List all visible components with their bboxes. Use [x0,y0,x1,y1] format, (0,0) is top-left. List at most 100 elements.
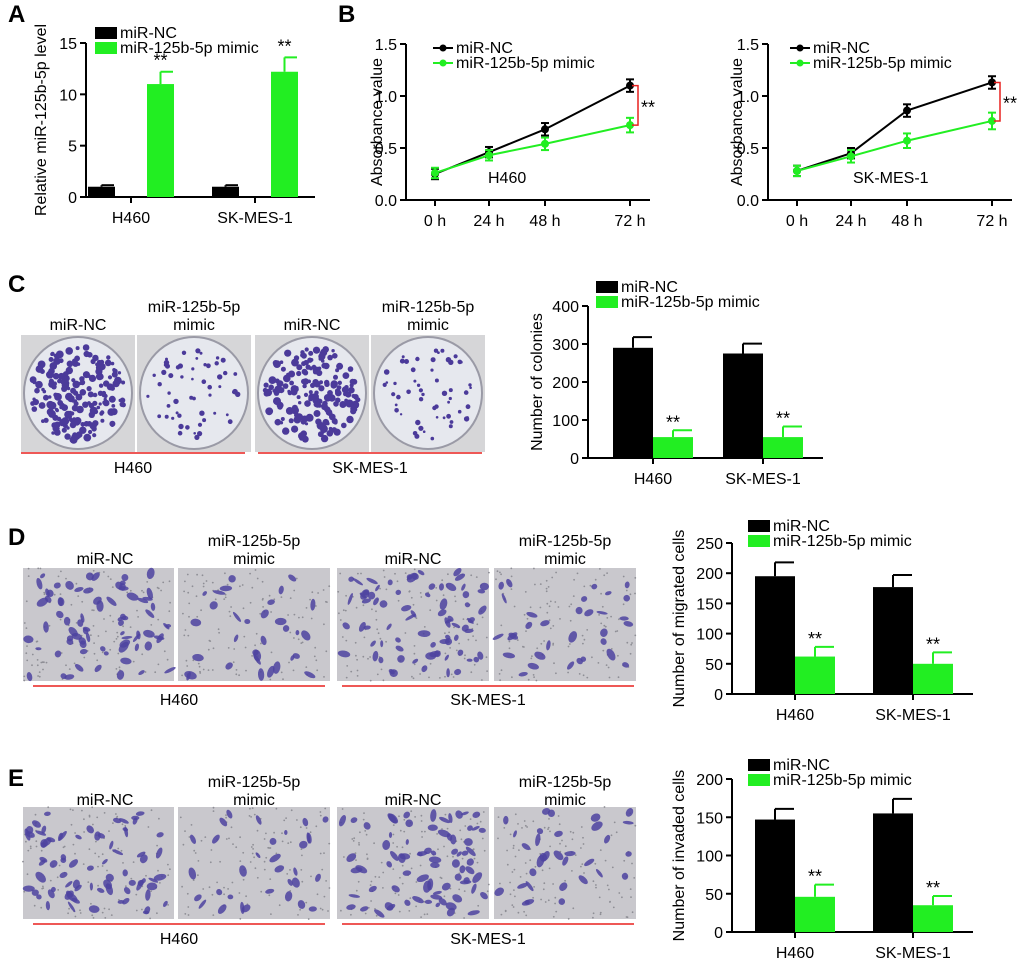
membrane-pore [40,906,43,909]
colony [294,386,299,390]
data-point [626,121,634,130]
stained-cell [299,840,308,849]
stained-cell [451,859,460,868]
membrane-pore [150,890,153,892]
colony [457,359,463,365]
membrane-pore [162,581,165,584]
stained-cell [153,635,165,640]
membrane-pore [300,642,303,644]
membrane-pore [208,639,211,642]
stained-cell [461,850,469,856]
membrane-pore [633,877,636,879]
colony [199,351,203,355]
membrane-pore [513,889,515,891]
membrane-pore [403,830,406,833]
stained-cell [120,631,125,636]
membrane-pore [625,589,628,592]
stained-cell [564,851,576,857]
membrane-pore [573,578,575,581]
stained-cell [479,582,489,591]
x-tick-label: 72 h [614,213,645,230]
stained-cell [301,630,311,641]
membrane-pore [463,657,466,660]
stained-cell [438,898,447,906]
stained-cell [430,809,437,822]
membrane-pore [297,914,299,916]
membrane-pore [524,862,527,864]
membrane-pore [586,629,589,631]
membrane-pore [265,832,267,835]
colony [446,413,451,419]
membrane-pore [95,840,97,843]
membrane-pore [375,914,378,917]
y-axis-label: Number of migrated cells [671,530,688,708]
membrane-pore [154,671,157,674]
membrane-pore [555,672,557,675]
stained-cell [513,830,517,838]
stained-cell [44,811,51,817]
membrane-pore [315,825,318,828]
stained-cell [244,618,251,625]
colony [199,410,205,416]
colony [418,425,424,431]
membrane-pore [130,877,133,880]
colony [50,352,54,357]
colony [31,406,38,412]
membrane-pore [500,624,503,627]
membrane-pore [249,807,251,810]
membrane-pore [150,809,153,812]
stained-cell [558,898,566,905]
membrane-pore [423,626,426,628]
membrane-pore [631,862,633,865]
colony [51,384,57,390]
membrane-pore [634,634,637,637]
membrane-pore [112,822,114,824]
membrane-pore [549,627,552,630]
colony [121,380,126,385]
membrane-pore [600,622,603,625]
stained-cell [534,651,546,660]
stained-cell [150,602,156,611]
stained-cell [304,671,316,679]
stained-cell [521,843,531,851]
membrane-pore [529,606,532,609]
membrane-pore [29,847,32,850]
membrane-pore [68,668,71,670]
colony [53,357,61,365]
stained-cell [282,625,290,632]
membrane-pore [345,639,348,642]
y-tick-label: 5 [68,139,77,156]
membrane-pore [48,624,51,627]
stained-cell [122,869,128,877]
data-point [793,166,801,175]
membrane-pore [212,914,215,916]
membrane-pore [218,631,221,634]
membrane-pore [439,677,441,679]
colony [191,377,194,381]
membrane-pore [292,669,295,672]
panel-label-d: D [8,524,25,551]
membrane-pore [238,892,241,894]
membrane-pore [366,858,369,860]
stained-cell [43,621,49,633]
y-tick-label: 150 [696,596,723,613]
membrane-pore [327,910,329,912]
membrane-pore [323,676,325,678]
colony [95,367,103,376]
membrane-pore [256,876,259,879]
membrane-pore [527,678,530,681]
membrane-pore [339,572,342,575]
membrane-pore [435,587,438,589]
image-label-mimic-line2: mimic [544,551,586,568]
colony [302,378,309,385]
membrane-pore [546,602,549,605]
membrane-pore [187,634,190,637]
colony [291,425,299,433]
legend-label: miR-125b-5p mimic [621,294,760,311]
membrane-pore [409,897,412,899]
membrane-pore [23,679,26,682]
stained-cell [467,617,474,624]
image-label-mimic-line2: mimic [233,551,275,568]
membrane-pore [316,669,319,672]
membrane-pore [535,679,538,682]
